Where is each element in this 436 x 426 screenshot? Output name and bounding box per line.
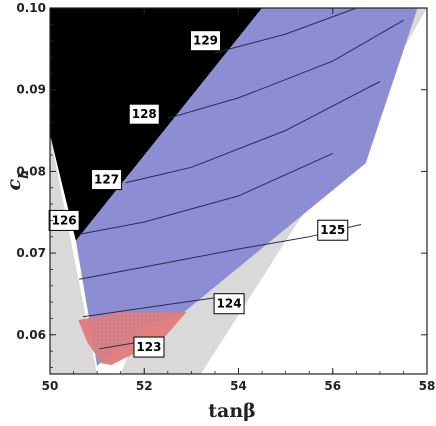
contour-label-box-125: [317, 219, 349, 241]
contour-labels: 123 124 125 126 127 128 129: [48, 30, 349, 358]
contour-label-126: 126: [52, 213, 77, 227]
contour-label-box-124: [213, 293, 245, 315]
x-tick-label: 50: [42, 379, 59, 393]
y-axis-title-subscript: h: [17, 169, 32, 178]
contour-line-128: [167, 19, 404, 119]
contour-label-box-123: [133, 336, 165, 358]
contour-line-127: [125, 81, 381, 184]
x-tick-label: 56: [324, 379, 341, 393]
contour-label-128: 128: [132, 107, 157, 121]
y-axis-title: ch: [3, 169, 32, 190]
x-tick-label: 54: [230, 379, 247, 393]
y-tick-label: 0.08: [16, 164, 46, 178]
contour-label-124: 124: [217, 297, 242, 311]
y-tick-label: 0.10: [16, 1, 46, 15]
x-axis-title: tanβ: [208, 400, 256, 422]
y-axis: 0.06 0.07 0.08 0.09 0.10: [16, 1, 427, 368]
x-tick-label: 58: [419, 379, 436, 393]
contour-label-125: 125: [320, 223, 345, 237]
contour-label-127: 127: [94, 173, 119, 187]
contour-label-129: 129: [193, 34, 218, 48]
y-tick-label: 0.09: [16, 83, 46, 97]
contour-label-123: 123: [136, 340, 161, 354]
contour-label-box-128: [128, 103, 160, 125]
y-axis-title-c: c: [3, 179, 25, 191]
x-tick-label: 52: [136, 379, 153, 393]
x-axis: 50 52 54 56 58: [42, 8, 436, 393]
y-tick-label: 0.07: [16, 246, 46, 260]
y-tick-label: 0.06: [16, 328, 46, 342]
blue-region: [75, 8, 418, 366]
red-region: [78, 311, 187, 365]
contour-label-box-129: [190, 30, 222, 52]
contour-label-box-126: [48, 209, 80, 231]
contour-line-129: [214, 8, 357, 54]
contour-label-box-127: [91, 169, 123, 191]
contour-line-126: [79, 152, 334, 235]
